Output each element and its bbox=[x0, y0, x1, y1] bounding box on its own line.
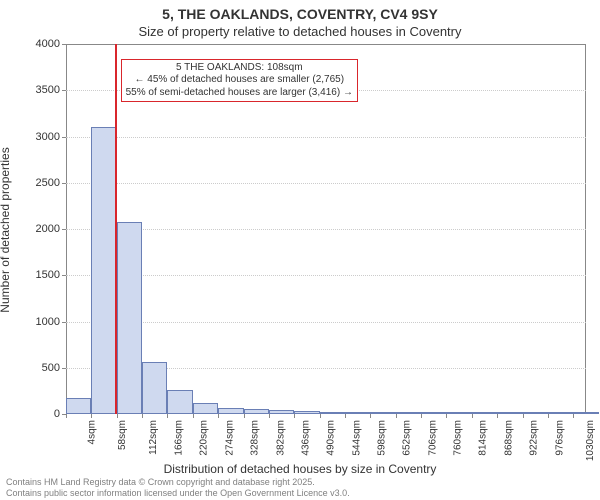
xtick-label: 814sqm bbox=[478, 420, 489, 456]
histogram-bar bbox=[497, 412, 522, 414]
gridline-h bbox=[66, 137, 586, 138]
callout-line: 5 THE OAKLANDS: 108sqm bbox=[126, 62, 353, 75]
xtick-mark bbox=[91, 414, 92, 418]
histogram-bar bbox=[472, 412, 497, 414]
ytick-label: 1500 bbox=[36, 269, 66, 281]
xtick-mark bbox=[294, 414, 295, 418]
xtick-mark bbox=[497, 414, 498, 418]
xtick-label: 490sqm bbox=[326, 420, 337, 456]
ytick-label: 2000 bbox=[36, 223, 66, 235]
xtick-mark bbox=[370, 414, 371, 418]
gridline-h bbox=[66, 275, 586, 276]
callout-box: 5 THE OAKLANDS: 108sqm← 45% of detached … bbox=[121, 59, 358, 103]
xtick-label: 328sqm bbox=[250, 420, 261, 456]
histogram-bar bbox=[345, 412, 370, 414]
xtick-label: 166sqm bbox=[174, 420, 185, 456]
histogram-bar bbox=[548, 412, 573, 414]
histogram-bar bbox=[142, 362, 167, 414]
xtick-label: 706sqm bbox=[427, 420, 438, 456]
xtick-label: 598sqm bbox=[377, 420, 388, 456]
x-axis-label: Distribution of detached houses by size … bbox=[0, 462, 600, 476]
title-line-1: 5, THE OAKLANDS, COVENTRY, CV4 9SY bbox=[0, 0, 600, 22]
histogram-bar bbox=[167, 390, 192, 414]
gridline-h bbox=[66, 229, 586, 230]
xtick-label: 652sqm bbox=[402, 420, 413, 456]
plot-area: 050010001500200025003000350040004sqm58sq… bbox=[66, 44, 586, 414]
xtick-label: 760sqm bbox=[453, 420, 464, 456]
ytick-label: 1000 bbox=[36, 316, 66, 328]
histogram-bar bbox=[573, 412, 598, 414]
histogram-bar bbox=[66, 398, 91, 414]
xtick-label: 544sqm bbox=[351, 420, 362, 456]
histogram-bar bbox=[446, 412, 471, 414]
callout-line: ← 45% of detached houses are smaller (2,… bbox=[126, 74, 353, 87]
xtick-mark bbox=[66, 414, 67, 418]
histogram-bar bbox=[396, 412, 421, 414]
xtick-mark bbox=[446, 414, 447, 418]
xtick-label: 976sqm bbox=[554, 420, 565, 456]
xtick-mark bbox=[244, 414, 245, 418]
ytick-label: 4000 bbox=[36, 38, 66, 50]
xtick-mark bbox=[573, 414, 574, 418]
xtick-mark bbox=[345, 414, 346, 418]
xtick-mark bbox=[396, 414, 397, 418]
footer-attribution: Contains HM Land Registry data © Crown c… bbox=[6, 477, 350, 498]
chart-container: 5, THE OAKLANDS, COVENTRY, CV4 9SY Size … bbox=[0, 0, 600, 500]
xtick-mark bbox=[193, 414, 194, 418]
histogram-bar bbox=[244, 409, 269, 414]
ytick-label: 2500 bbox=[36, 177, 66, 189]
xtick-mark bbox=[167, 414, 168, 418]
title-line-2: Size of property relative to detached ho… bbox=[0, 22, 600, 39]
xtick-mark bbox=[117, 414, 118, 418]
footer-line-2: Contains public sector information licen… bbox=[6, 488, 350, 498]
xtick-mark bbox=[142, 414, 143, 418]
xtick-mark bbox=[269, 414, 270, 418]
histogram-bar bbox=[117, 222, 142, 414]
histogram-bar bbox=[269, 410, 294, 414]
y-axis-label: Number of detached properties bbox=[0, 147, 12, 312]
xtick-mark bbox=[218, 414, 219, 418]
histogram-bar bbox=[523, 412, 548, 414]
xtick-label: 58sqm bbox=[117, 420, 128, 450]
xtick-mark bbox=[421, 414, 422, 418]
xtick-label: 274sqm bbox=[224, 420, 235, 456]
histogram-bar bbox=[193, 403, 218, 414]
ytick-label: 0 bbox=[54, 408, 66, 420]
xtick-label: 112sqm bbox=[148, 420, 159, 455]
ytick-label: 500 bbox=[42, 362, 66, 374]
property-marker-line bbox=[115, 44, 117, 414]
gridline-h bbox=[66, 322, 586, 323]
xtick-label: 436sqm bbox=[301, 420, 312, 456]
histogram-bar bbox=[370, 412, 395, 414]
gridline-h bbox=[66, 183, 586, 184]
xtick-label: 382sqm bbox=[275, 420, 286, 456]
xtick-label: 868sqm bbox=[503, 420, 514, 456]
xtick-label: 922sqm bbox=[529, 420, 540, 456]
xtick-label: 1030sqm bbox=[585, 420, 596, 461]
histogram-bar bbox=[218, 408, 243, 414]
xtick-mark bbox=[548, 414, 549, 418]
histogram-bar bbox=[320, 412, 345, 414]
histogram-bar bbox=[294, 411, 319, 414]
xtick-mark bbox=[472, 414, 473, 418]
xtick-label: 220sqm bbox=[199, 420, 210, 456]
xtick-mark bbox=[320, 414, 321, 418]
histogram-bar bbox=[91, 127, 116, 414]
xtick-label: 4sqm bbox=[86, 420, 97, 444]
histogram-bar bbox=[421, 412, 446, 414]
xtick-mark bbox=[523, 414, 524, 418]
callout-line: 55% of semi-detached houses are larger (… bbox=[126, 87, 353, 100]
ytick-label: 3500 bbox=[36, 84, 66, 96]
footer-line-1: Contains HM Land Registry data © Crown c… bbox=[6, 477, 350, 487]
ytick-label: 3000 bbox=[36, 131, 66, 143]
